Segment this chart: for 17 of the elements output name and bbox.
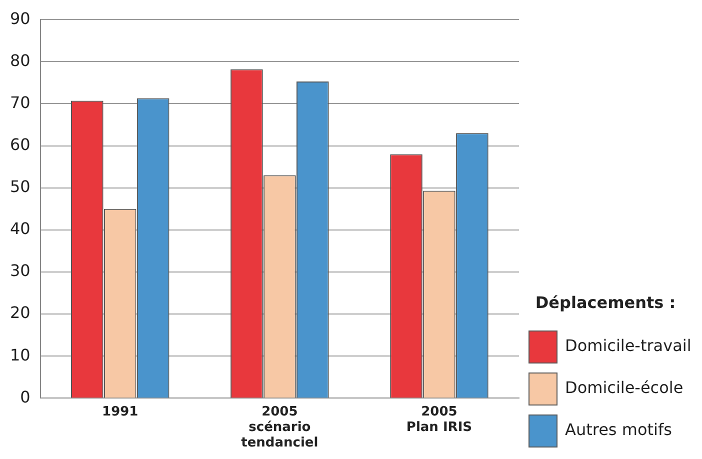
- y-tick-label: 40: [10, 219, 30, 238]
- y-tick-label: 0: [20, 387, 30, 406]
- y-tick-label: 30: [10, 261, 30, 280]
- y-tick-label: 50: [10, 177, 30, 196]
- legend-label: Domicile-travail: [565, 336, 692, 356]
- y-tick-label: 20: [10, 303, 30, 322]
- y-tick-label: 10: [10, 345, 30, 364]
- x-tick-label: 1991: [102, 404, 138, 420]
- y-tick-label: 60: [10, 134, 30, 154]
- x-tick-label: 2005 Plan IRIS: [406, 404, 472, 435]
- y-tick-label: 90: [10, 8, 30, 28]
- y-tick-label: 70: [10, 92, 30, 112]
- legend-label: Domicile-école: [565, 378, 684, 398]
- x-tick-label: 2005 scénario tendanciel: [241, 404, 318, 451]
- legend-label: Autres motifs: [565, 420, 672, 440]
- y-tick-label: 80: [10, 50, 30, 70]
- legend-title: Déplacements :: [535, 292, 676, 312]
